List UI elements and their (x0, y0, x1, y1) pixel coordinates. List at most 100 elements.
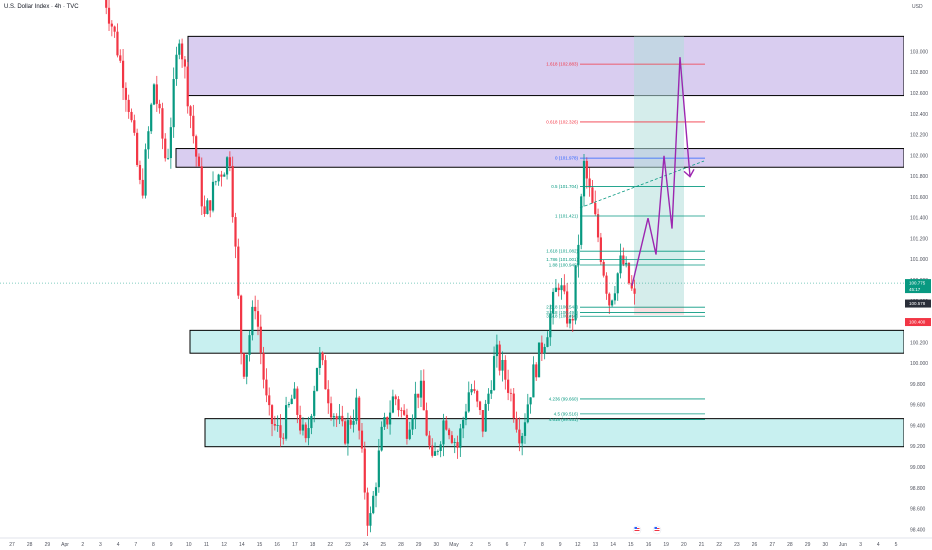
candle-body (467, 392, 470, 412)
candle-body (116, 31, 119, 56)
candle-body (521, 435, 524, 444)
candle-body (355, 397, 358, 421)
candle-body (431, 445, 434, 456)
candle-body (400, 410, 403, 411)
supply-zone[interactable] (175, 148, 905, 168)
candle-body (124, 87, 127, 100)
candle-body (633, 288, 636, 294)
fib-label: 1.618 (102.883) (546, 62, 578, 67)
candle-body (273, 424, 276, 426)
candle-body (248, 335, 251, 355)
candle-body (611, 300, 614, 306)
candle-body (481, 410, 484, 432)
candle-body (560, 285, 563, 291)
candle-body (265, 379, 268, 396)
x-tick-label: 28 (398, 542, 404, 548)
candle-body (523, 422, 527, 436)
candle-body (591, 187, 594, 203)
candle-body (341, 415, 344, 422)
flag-icon-stripe (634, 530, 640, 531)
x-tick-label: May (449, 542, 459, 548)
candle-body (388, 412, 392, 425)
y-tick-label: 98.400 (910, 527, 926, 533)
candle-body (537, 342, 541, 378)
candle-body (352, 420, 355, 425)
candle-body (144, 149, 147, 196)
candle-body (602, 261, 605, 276)
candle-body (169, 127, 172, 159)
candle-body (251, 306, 254, 336)
x-tick-label: 22 (327, 542, 333, 548)
candle-body (403, 410, 406, 415)
candle-body (478, 401, 482, 411)
candle-body (304, 424, 307, 439)
candle-body (442, 420, 445, 445)
candle-body (526, 404, 529, 423)
candle-body (318, 352, 321, 368)
candle-body (183, 59, 187, 67)
candle-body (549, 313, 552, 338)
target-box[interactable] (634, 36, 684, 307)
candle-body (313, 390, 316, 416)
x-tick-label: 4 (117, 542, 120, 548)
candle-body (338, 415, 341, 420)
candle-body (405, 414, 409, 439)
fib-label: 3.618 (100.491) (546, 310, 578, 315)
candle-body (121, 60, 125, 88)
x-tick-label: 22 (716, 542, 722, 548)
candle-body (571, 318, 574, 321)
projection-path[interactable] (631, 57, 691, 286)
x-tick-label: 11 (204, 542, 209, 548)
candle-body (490, 389, 493, 394)
candle-body (237, 246, 240, 296)
x-tick-label: 5 (895, 542, 898, 548)
projection-layer (579, 57, 705, 286)
candle-body (344, 421, 347, 444)
x-tick-label: 16 (274, 542, 280, 548)
candle-body (613, 293, 617, 301)
candle-body (189, 106, 192, 116)
candle-body (554, 287, 558, 292)
x-tick-label: 27 (769, 542, 775, 548)
candle-body (299, 414, 302, 431)
bid-tag: 100.578 (909, 301, 926, 306)
current-price-tag-sub: 45:17 (909, 287, 921, 292)
ask-tag-bg (905, 318, 931, 327)
candle-body (391, 396, 394, 413)
candle-body (152, 84, 156, 105)
candle-body (321, 352, 324, 361)
x-tick-label: 10 (186, 542, 192, 548)
candle-body (279, 425, 282, 438)
candle-body (228, 157, 231, 166)
y-tick-label: 100.000 (910, 361, 928, 367)
candle-body (473, 389, 476, 391)
candle-body (225, 157, 229, 175)
candle-body (417, 393, 420, 398)
candle-body (231, 165, 234, 218)
y-tick-label: 98.600 (910, 507, 926, 513)
candle-body (363, 448, 366, 493)
stop-box[interactable] (634, 306, 684, 315)
current-price-tag-bg (905, 279, 931, 294)
supply-zone[interactable] (187, 35, 905, 97)
candle-body (158, 103, 161, 109)
candle-body (155, 84, 158, 104)
candle-body (588, 178, 591, 188)
x-tick-label: 3 (99, 542, 102, 548)
x-tick-label: 19 (663, 542, 669, 548)
x-tick-label: 7 (523, 542, 526, 548)
fib-label: 0.618 (102.326) (546, 119, 578, 124)
demand-zone[interactable] (204, 418, 905, 448)
candle-body (335, 416, 338, 420)
candle-body (200, 166, 203, 207)
candle-body (284, 405, 288, 439)
candle-body (217, 174, 220, 182)
fib-layer: 1.618 (102.883) 0.618 (102.326) 0 (101.978… (546, 62, 705, 422)
candle-body (360, 430, 364, 449)
candle-body (616, 273, 619, 294)
candle-body (372, 495, 375, 514)
candle-body (296, 388, 299, 415)
candle-body (256, 311, 260, 327)
